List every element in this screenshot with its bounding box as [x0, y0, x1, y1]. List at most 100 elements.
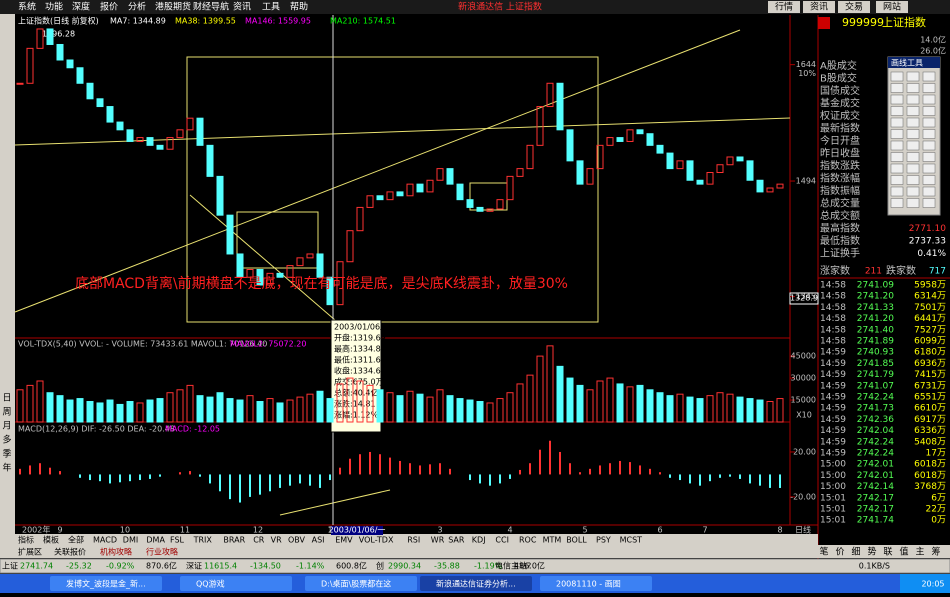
- indicator-tab[interactable]: VR: [271, 536, 282, 545]
- tool-icon[interactable]: [906, 71, 920, 82]
- taskbar-button[interactable]: [180, 576, 292, 591]
- tick-tab[interactable]: 势: [867, 546, 876, 558]
- period-button[interactable]: 季: [2, 448, 11, 460]
- menu-item[interactable]: 工具: [262, 2, 280, 13]
- menu-button-label[interactable]: 行情: [775, 1, 793, 13]
- tool-icon[interactable]: [890, 152, 904, 162]
- extension-tab[interactable]: 扩展区: [18, 547, 42, 557]
- indicator-tab[interactable]: CCI: [495, 536, 509, 545]
- period-button[interactable]: 年: [2, 462, 11, 474]
- tool-icon[interactable]: [922, 71, 936, 82]
- indicator-tab[interactable]: BRAR: [223, 536, 245, 545]
- indicator-tab[interactable]: WR: [431, 536, 445, 545]
- indicator-tab[interactable]: 全部: [68, 535, 84, 545]
- tool-icon[interactable]: [890, 94, 904, 105]
- tick-tab[interactable]: 筹: [931, 546, 940, 558]
- taskbar-label[interactable]: D:\桌面\股票都在这: [321, 579, 391, 589]
- menu-item[interactable]: 报价: [100, 1, 118, 13]
- tool-icon[interactable]: [906, 83, 920, 93]
- indicator-tab[interactable]: BOLL: [566, 536, 587, 545]
- indicator-tab[interactable]: ROC: [519, 536, 537, 545]
- taskbar-button[interactable]: [420, 576, 532, 591]
- tick-tab[interactable]: 联: [883, 547, 892, 558]
- indicator-tab[interactable]: PSY: [596, 536, 611, 545]
- tool-icon[interactable]: [922, 106, 936, 116]
- tool-icon[interactable]: [906, 186, 920, 197]
- tool-icon[interactable]: [922, 175, 936, 185]
- menu-button[interactable]: [803, 1, 835, 13]
- indicator-tab[interactable]: KDJ: [472, 536, 486, 545]
- indicator-tab[interactable]: VOL-TDX: [359, 536, 394, 545]
- tool-icon[interactable]: [890, 186, 904, 197]
- menu-item[interactable]: 港股期货: [155, 1, 191, 13]
- indicator-tab[interactable]: OBV: [288, 536, 306, 545]
- tool-icon[interactable]: [890, 106, 904, 116]
- extension-tab[interactable]: 关联报价: [54, 547, 86, 557]
- extension-tab[interactable]: 行业攻略: [146, 547, 178, 557]
- indicator-tab[interactable]: EMV: [335, 536, 353, 545]
- tool-icon[interactable]: [890, 140, 904, 151]
- tool-icon[interactable]: [906, 140, 920, 151]
- indicator-tab[interactable]: CR: [253, 536, 265, 545]
- tool-icon[interactable]: [906, 106, 920, 116]
- indicator-tab[interactable]: RSI: [407, 536, 420, 545]
- period-button[interactable]: 日: [2, 393, 11, 404]
- indicator-tab[interactable]: SAR: [448, 536, 465, 545]
- tool-icon[interactable]: [922, 83, 936, 93]
- tool-icon[interactable]: [906, 129, 920, 139]
- taskbar-label[interactable]: 发博文_波段是金_新...: [66, 579, 146, 589]
- period-button[interactable]: 周: [2, 407, 11, 418]
- menu-item[interactable]: 资讯: [233, 2, 251, 13]
- menu-item[interactable]: 深度: [72, 1, 90, 13]
- tick-tab[interactable]: 主: [915, 546, 924, 558]
- taskbar-label[interactable]: 新浪通达信证券分析...: [436, 579, 516, 589]
- menu-button-label[interactable]: 交易: [845, 1, 863, 13]
- menu-item[interactable]: 分析: [128, 1, 146, 13]
- menu-item[interactable]: 功能: [45, 1, 63, 13]
- menu-button[interactable]: [768, 1, 800, 13]
- taskbar-button[interactable]: [50, 576, 162, 591]
- indicator-tab[interactable]: ASI: [312, 536, 325, 545]
- tool-icon[interactable]: [922, 152, 936, 162]
- tool-palette-title[interactable]: 画线工具: [891, 58, 923, 68]
- menu-item[interactable]: 帮助: [290, 1, 308, 13]
- menu-item[interactable]: 系统: [18, 1, 36, 13]
- period-button[interactable]: 多: [2, 434, 11, 446]
- indicator-tab[interactable]: MCST: [620, 536, 643, 545]
- tool-icon[interactable]: [890, 198, 904, 208]
- tool-icon[interactable]: [906, 163, 920, 174]
- tool-icon[interactable]: [890, 163, 904, 174]
- tool-icon[interactable]: [922, 117, 936, 128]
- tick-tab[interactable]: 细: [851, 546, 860, 558]
- indicator-tab[interactable]: MTM: [543, 536, 562, 545]
- tick-tab[interactable]: 价: [835, 547, 844, 558]
- taskbar-label[interactable]: 20081110 - 画图: [556, 580, 621, 589]
- indicator-tab[interactable]: MACD: [93, 536, 117, 545]
- menu-button[interactable]: [876, 1, 908, 13]
- tool-icon[interactable]: [906, 117, 920, 128]
- tool-icon[interactable]: [922, 163, 936, 174]
- tool-icon[interactable]: [922, 198, 936, 208]
- extension-tab[interactable]: 机构攻略: [100, 547, 132, 557]
- indicator-tab[interactable]: TRIX: [193, 536, 213, 545]
- indicator-tab[interactable]: 指标: [18, 535, 34, 545]
- menu-button-label[interactable]: 网站: [883, 1, 901, 13]
- taskbar-label[interactable]: QQ游戏: [196, 579, 225, 589]
- tool-icon[interactable]: [922, 129, 936, 139]
- tool-icon[interactable]: [906, 94, 920, 105]
- tool-icon[interactable]: [890, 129, 904, 139]
- tick-tab[interactable]: 值: [899, 546, 908, 558]
- indicator-tab[interactable]: DMA: [146, 536, 165, 545]
- menu-item[interactable]: 财经导航: [193, 1, 229, 13]
- tool-icon[interactable]: [890, 175, 904, 185]
- tool-icon[interactable]: [922, 94, 936, 105]
- tool-icon[interactable]: [890, 83, 904, 93]
- tick-tab[interactable]: 笔: [819, 546, 828, 558]
- tool-icon[interactable]: [890, 71, 904, 82]
- taskbar-button[interactable]: [305, 576, 417, 591]
- menu-button-label[interactable]: 资讯: [810, 2, 828, 13]
- indicator-tab[interactable]: 模板: [43, 535, 59, 545]
- tool-icon[interactable]: [906, 198, 920, 208]
- tool-icon[interactable]: [922, 140, 936, 151]
- indicator-tab[interactable]: DMI: [123, 536, 138, 545]
